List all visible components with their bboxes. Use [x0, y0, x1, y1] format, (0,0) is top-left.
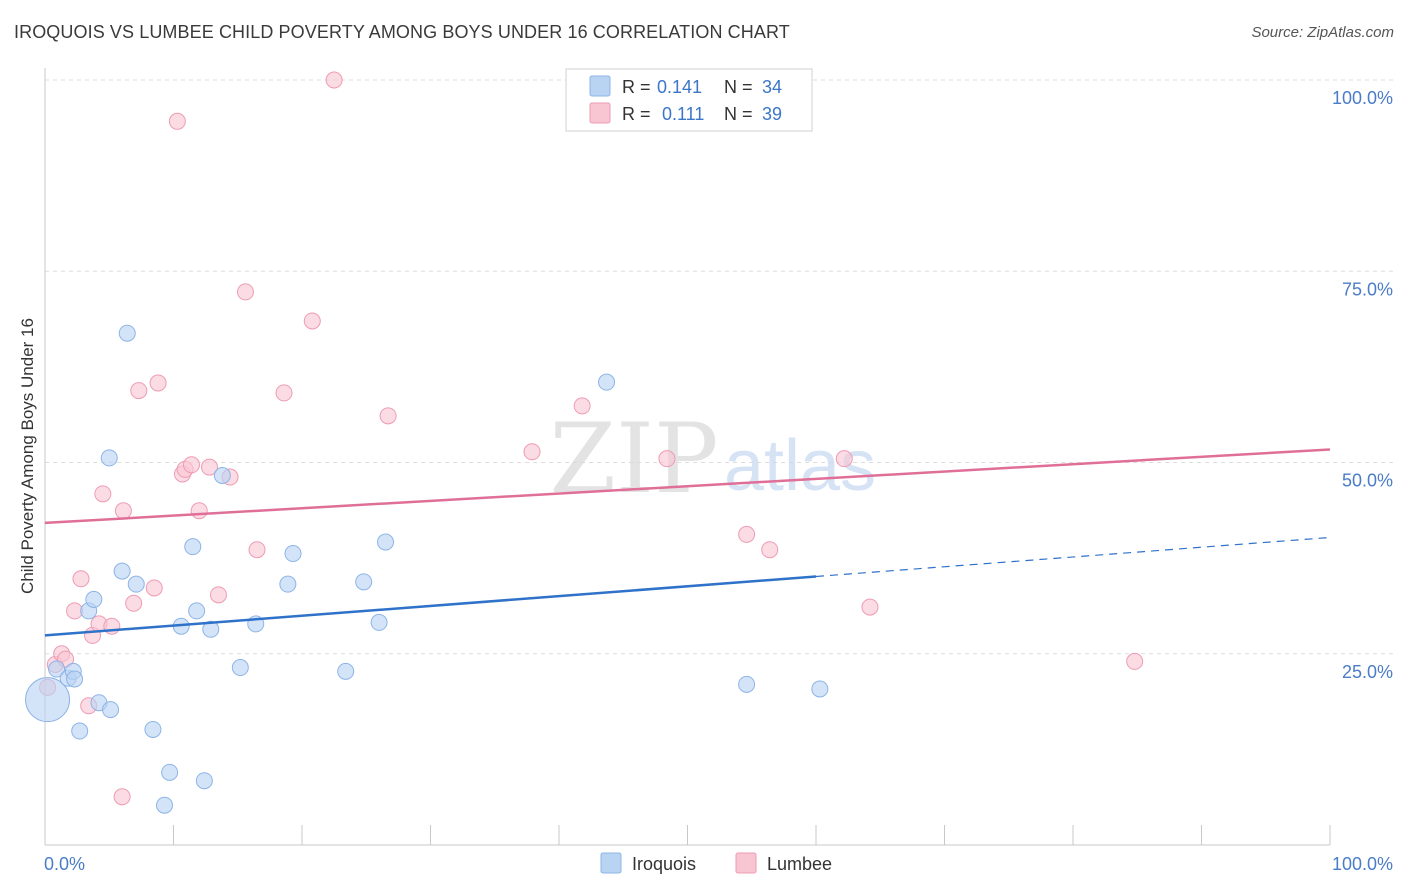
iroquois-point: [118, 324, 136, 342]
legend-lumbee-swatch: [735, 852, 757, 874]
watermark-zip: ZIP: [549, 403, 718, 515]
lumbee-point: [130, 382, 148, 400]
iroquois-point: [377, 533, 395, 551]
lumbee-point: [113, 788, 131, 806]
iroquois-r-label: R =: [622, 77, 651, 97]
lumbee-r-label: R =: [622, 104, 651, 124]
lumbee-point: [200, 458, 218, 476]
iroquois-point: [213, 467, 231, 485]
iroquois-point: [195, 772, 213, 790]
iroquois-trend-extension: [815, 536, 1331, 578]
legend-lumbee-label: Lumbee: [767, 854, 832, 874]
iroquois-point: [71, 722, 89, 740]
lumbee-point: [325, 71, 343, 89]
y-tick-label: 100.0%: [1332, 88, 1393, 108]
iroquois-point: [144, 720, 162, 738]
chart-title: IROQUOIS VS LUMBEE CHILD POVERTY AMONG B…: [14, 22, 790, 42]
iroquois-points: [25, 324, 829, 814]
lumbee-point: [303, 312, 321, 330]
iroquois-point: [184, 538, 202, 556]
iroquois-point: [337, 662, 355, 680]
iroquois-point: [231, 659, 249, 677]
iroquois-point: [370, 613, 388, 631]
iroquois-point: [355, 573, 373, 591]
lumbee-point: [738, 525, 756, 543]
lumbee-point: [523, 443, 541, 461]
lumbee-point: [835, 450, 853, 468]
lumbee-point: [125, 594, 143, 612]
lumbee-point: [145, 579, 163, 597]
iroquois-point: [48, 660, 66, 678]
watermark: ZIP atlas: [549, 403, 876, 515]
iroquois-point: [102, 701, 120, 719]
lumbee-point: [379, 407, 397, 425]
lumbee-point: [182, 456, 200, 474]
trend-lines: [44, 448, 1331, 637]
lumbee-point: [761, 541, 779, 559]
series-legend: Iroquois Lumbee: [600, 852, 832, 874]
lumbee-point: [275, 384, 293, 402]
lumbee-r-value: 0.111: [662, 104, 704, 124]
x-tick-label: 0.0%: [44, 854, 85, 874]
lumbee-trend-line: [44, 448, 1331, 525]
iroquois-point: [85, 590, 103, 608]
iroquois-trend-line: [44, 575, 817, 637]
lumbee-point: [94, 485, 112, 503]
lumbee-point: [861, 598, 879, 616]
lumbee-point: [658, 450, 676, 468]
grid: [45, 79, 1395, 655]
lumbee-point: [573, 397, 591, 415]
iroquois-point: [284, 545, 302, 563]
lumbee-point: [114, 502, 132, 520]
iroquois-n-label: N =: [724, 77, 753, 97]
lumbee-point: [66, 602, 84, 620]
source-credit: Source: ZipAtlas.com: [1251, 24, 1394, 41]
lumbee-point: [190, 502, 208, 520]
lumbee-point: [248, 541, 266, 559]
lumbee-n-label: N =: [724, 104, 753, 124]
iroquois-point: [25, 677, 71, 723]
iroquois-point: [202, 620, 220, 638]
iroquois-point: [188, 602, 206, 620]
lumbee-point: [168, 112, 186, 130]
lumbee-point: [236, 283, 254, 301]
lumbee-point: [209, 586, 227, 604]
iroquois-r-value: 0.141: [657, 77, 702, 97]
iroquois-point: [279, 575, 297, 593]
iroquois-point: [161, 763, 179, 781]
x-tick-label: 100.0%: [1332, 854, 1393, 874]
x-tick-labels: 0.0% 100.0%: [44, 854, 1393, 874]
y-tick-label: 50.0%: [1342, 471, 1393, 491]
lumbee-swatch: [589, 102, 611, 124]
iroquois-point: [598, 373, 616, 391]
iroquois-point: [811, 680, 829, 698]
lumbee-point: [149, 374, 167, 392]
iroquois-point: [66, 670, 84, 688]
y-tick-label: 75.0%: [1342, 279, 1393, 299]
iroquois-point: [156, 796, 174, 814]
y-tick-label: 25.0%: [1342, 662, 1393, 682]
iroquois-point: [127, 575, 145, 593]
lumbee-n-value: 39: [762, 104, 782, 124]
legend-iroquois-label: Iroquois: [632, 854, 696, 874]
lumbee-point: [1126, 652, 1144, 670]
watermark-atlas: atlas: [724, 426, 876, 506]
iroquois-n-value: 34: [762, 77, 782, 97]
iroquois-point: [113, 562, 131, 580]
legend-iroquois-swatch: [600, 852, 622, 874]
iroquois-point: [738, 675, 756, 693]
iroquois-swatch: [589, 75, 611, 97]
lumbee-point: [72, 570, 90, 588]
y-tick-labels: 25.0% 50.0% 75.0% 100.0%: [1332, 88, 1393, 682]
iroquois-point: [100, 449, 118, 467]
stats-legend: R = 0.141 N = 34 R = 0.111 N = 39: [565, 68, 813, 132]
